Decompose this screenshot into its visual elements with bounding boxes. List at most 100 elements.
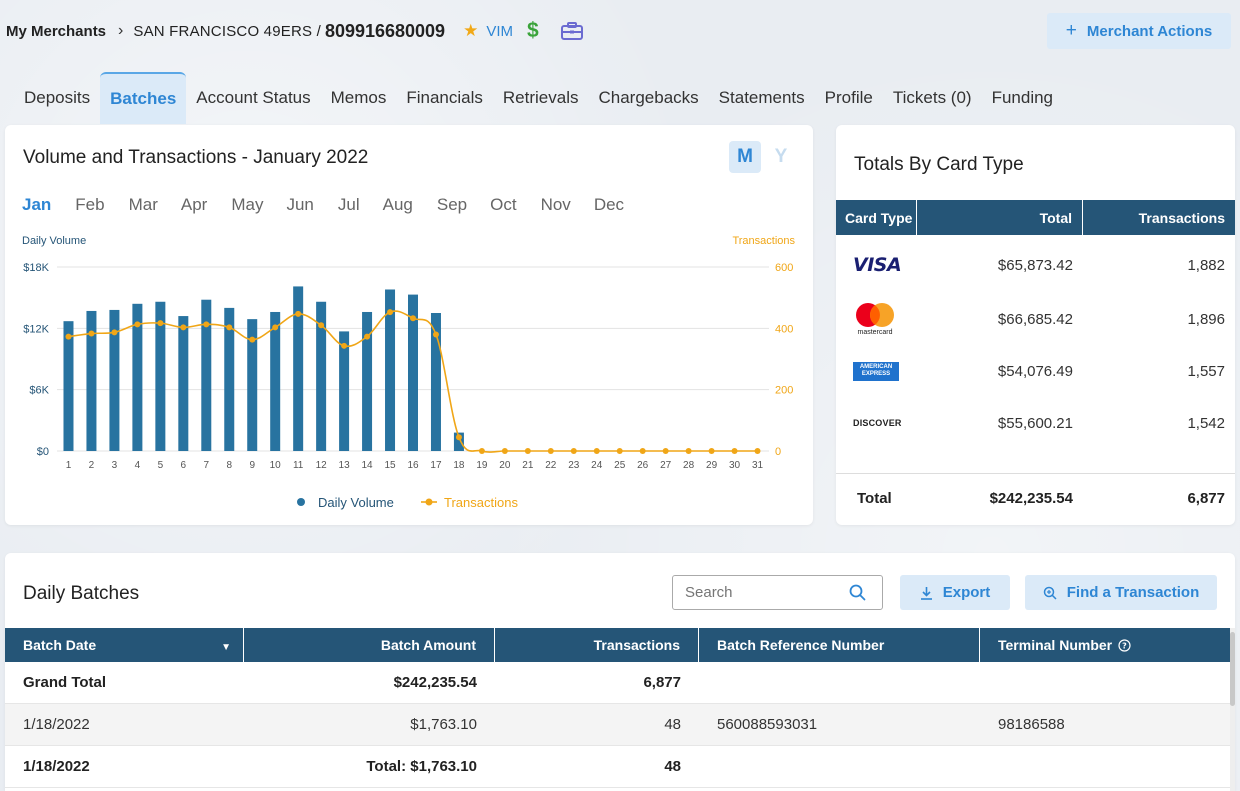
x-tick-label: 26 <box>637 460 649 471</box>
export-button[interactable]: Export <box>900 575 1010 610</box>
monthly-toggle[interactable]: M <box>729 141 761 173</box>
month-sep[interactable]: Sep <box>436 195 468 214</box>
merchant-actions-button[interactable]: + Merchant Actions <box>1047 13 1231 49</box>
row-amount: Total: $1,763.10 <box>366 758 477 775</box>
x-tick-label: 12 <box>316 460 328 471</box>
briefcase-icon[interactable] <box>560 22 583 40</box>
x-tick-label: 16 <box>407 460 419 471</box>
bar-daily-volume <box>339 331 350 451</box>
x-tick-label: 10 <box>270 460 282 471</box>
x-tick-label: 3 <box>112 460 118 471</box>
header-transactions[interactable]: Transactions <box>495 628 699 662</box>
row-amount: $242,235.54 <box>393 674 477 691</box>
x-tick-label: 17 <box>430 460 442 471</box>
month-feb[interactable]: Feb <box>75 195 105 214</box>
month-aug[interactable]: Aug <box>382 195 413 214</box>
month-oct[interactable]: Oct <box>490 195 517 214</box>
totals-footer-row: Total $242,235.54 6,877 <box>836 473 1235 523</box>
find-transaction-button[interactable]: Find a Transaction <box>1025 575 1217 610</box>
tab-chargebacks[interactable]: Chargebacks <box>598 88 699 107</box>
breadcrumb-my-merchants[interactable]: My Merchants <box>6 22 107 40</box>
month-nov[interactable]: Nov <box>540 195 571 214</box>
x-tick-label: 19 <box>476 460 488 471</box>
month-jun[interactable]: Jun <box>286 195 314 214</box>
table-row-subtotal: 1/18/2022 Total: $1,763.10 48 <box>5 746 1230 788</box>
bar-daily-volume <box>132 303 143 451</box>
y-tick-left: $18K <box>23 262 49 274</box>
search-icon[interactable] <box>849 584 866 601</box>
card-row-mastercard: mastercard $66,685.42 1,896 <box>836 293 1235 345</box>
tab-tickets[interactable]: Tickets (0) <box>892 88 972 107</box>
help-icon[interactable]: ? <box>1118 638 1131 652</box>
scrollbar-thumb[interactable] <box>1230 632 1235 706</box>
point-transactions <box>387 309 394 316</box>
table-scrollbar[interactable] <box>1230 628 1235 791</box>
point-transactions <box>731 448 738 454</box>
tab-account-status[interactable]: Account Status <box>196 88 311 107</box>
find-transaction-label: Find a Transaction <box>1066 584 1200 601</box>
tab-profile[interactable]: Profile <box>824 88 873 107</box>
sort-down-icon[interactable]: ▼ <box>221 641 231 653</box>
x-tick-label: 6 <box>181 460 187 471</box>
discover-logo-text: DISCOVER <box>853 418 902 428</box>
x-tick-label: 30 <box>729 460 741 471</box>
plus-icon: + <box>1065 20 1077 41</box>
yearly-toggle[interactable]: Y <box>774 146 788 167</box>
table-row[interactable]: 1/18/2022 $1,763.10 48 560088593031 9818… <box>5 704 1230 746</box>
header-batch-reference[interactable]: Batch Reference Number <box>699 628 980 662</box>
tab-memos[interactable]: Memos <box>330 88 387 107</box>
star-icon[interactable]: ★ <box>463 21 479 40</box>
y-tick-right: 400 <box>775 323 793 335</box>
row-terminal: 98186588 <box>998 716 1065 733</box>
mastercard-logo-text: mastercard <box>857 329 893 336</box>
month-jul[interactable]: Jul <box>337 195 360 214</box>
row-terminal <box>980 662 1230 703</box>
point-transactions <box>318 322 325 329</box>
bar-daily-volume <box>408 294 418 451</box>
bar-daily-volume <box>178 316 189 451</box>
legend-label-transactions: Transactions <box>444 495 518 510</box>
vim-link[interactable]: VIM <box>486 22 513 40</box>
merchant-id: 809916680009 <box>324 20 446 41</box>
tab-deposits[interactable]: Deposits <box>24 88 91 107</box>
point-transactions <box>180 324 187 331</box>
month-mar[interactable]: Mar <box>128 195 158 214</box>
main-tabs: Deposits Batches Account Status Memos Fi… <box>14 72 1063 124</box>
header-terminal-number[interactable]: Terminal Number ? <box>980 628 1230 662</box>
x-tick-label: 1 <box>66 460 72 471</box>
tab-batches[interactable]: Batches <box>100 72 187 124</box>
tab-statements[interactable]: Statements <box>718 88 805 107</box>
bar-daily-volume <box>86 310 97 451</box>
bar-daily-volume <box>293 286 304 451</box>
x-tick-label: 25 <box>614 460 626 471</box>
tab-retrievals[interactable]: Retrievals <box>502 88 579 107</box>
month-dec[interactable]: Dec <box>593 195 625 214</box>
point-transactions <box>364 333 371 340</box>
x-tick-label: 29 <box>706 460 718 471</box>
visa-logo: VISA <box>836 254 917 276</box>
x-tick-label: 5 <box>158 460 164 471</box>
totals-table-header: Card Type Total Transactions <box>836 200 1235 235</box>
y-tick-left: $12K <box>23 323 49 335</box>
point-transactions <box>478 448 485 454</box>
header-batch-date[interactable]: Batch Date ▼ <box>5 628 244 662</box>
x-tick-label: 2 <box>89 460 95 471</box>
bar-daily-volume <box>270 311 281 451</box>
bar-daily-volume <box>224 307 235 451</box>
point-transactions <box>754 448 761 454</box>
header-batch-amount[interactable]: Batch Amount <box>244 628 495 662</box>
dollar-icon[interactable]: $ <box>527 19 539 42</box>
card-row-discover: DISCOVER $55,600.21 1,542 <box>836 397 1235 449</box>
month-may[interactable]: May <box>231 195 264 214</box>
mastercard-total: $66,685.42 <box>997 310 1073 328</box>
row-ref <box>699 746 980 787</box>
month-apr[interactable]: Apr <box>180 195 208 214</box>
row-date: 1/18/2022 <box>23 758 90 775</box>
y-tick-left: $0 <box>37 446 49 458</box>
search-input[interactable] <box>685 584 845 601</box>
month-jan[interactable]: Jan <box>22 195 52 214</box>
point-transactions <box>88 330 95 337</box>
tab-financials[interactable]: Financials <box>406 88 483 107</box>
tab-funding[interactable]: Funding <box>991 88 1054 107</box>
bar-daily-volume <box>316 301 327 451</box>
